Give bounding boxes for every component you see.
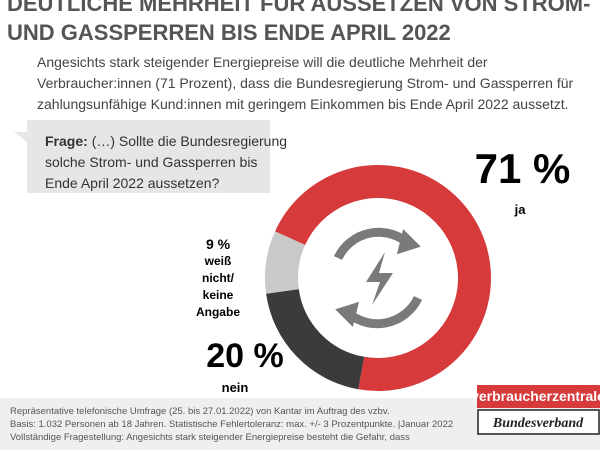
logo-sub: Bundesverband xyxy=(492,416,584,431)
footer-text: Basis: 1.032 Personen ab 18 Jahren. Stat… xyxy=(10,419,454,430)
question-text: solche Strom- und Gassperren bis xyxy=(45,154,258,170)
footer-text: Repräsentative telefonische Umfrage (25.… xyxy=(10,406,390,417)
category-label: ja xyxy=(514,202,526,217)
value-label: 9 % xyxy=(205,236,231,252)
logo-sub-box xyxy=(477,409,600,435)
value-label: 71 % xyxy=(474,145,571,192)
footer-text: Vollständige Fragestellung: Angesichts s… xyxy=(10,432,410,443)
question-text: (…) Sollte die Bundesregierung xyxy=(91,133,288,149)
donut-segment xyxy=(265,231,306,294)
question-text: Ende April 2022 aussetzen? xyxy=(45,175,220,191)
question-label: Frage: xyxy=(45,133,88,149)
value-label: 20 % xyxy=(206,337,284,375)
question-label: Frage: (…) Sollte die Bundesregierung xyxy=(45,131,287,152)
title: UND GASSPERREN BIS ENDE APRIL 2022 xyxy=(7,20,451,45)
logo-name: verbraucherzentrale xyxy=(471,388,600,404)
category-label: weiß nicht/ keine Angabe xyxy=(195,254,240,319)
donut-segment xyxy=(275,165,491,391)
title: DEUTLICHE MEHRHEIT FÜR AUSSETZEN VON STR… xyxy=(7,0,591,16)
subtitle: Angesichts stark steigender Energiepreis… xyxy=(37,54,488,70)
subtitle: Verbraucher:innen (71 Prozent), dass die… xyxy=(37,75,574,91)
donut-segment xyxy=(266,288,365,390)
question-box xyxy=(14,120,270,193)
energy-icon xyxy=(333,227,423,329)
subtitle: zahlungsunfähige Kund:innen mit geringem… xyxy=(37,96,569,112)
category-label: nein xyxy=(221,380,249,395)
logo-box xyxy=(477,385,600,408)
